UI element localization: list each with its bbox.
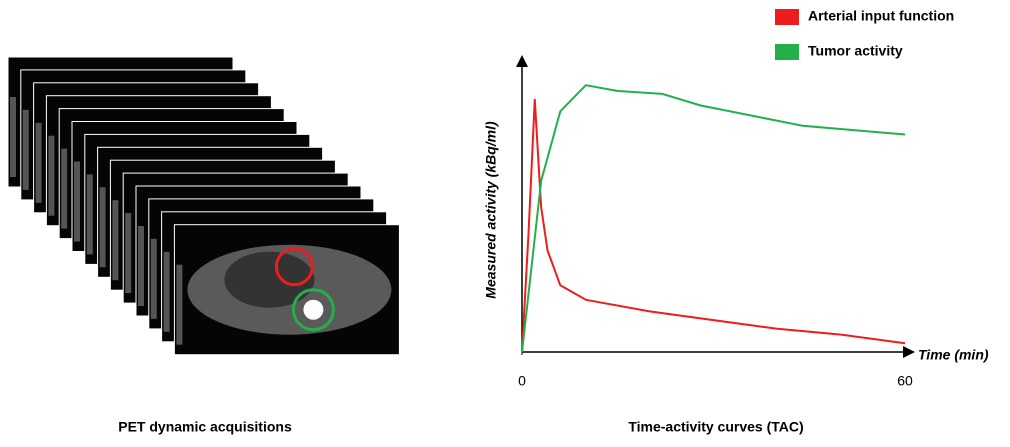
pet-frame-edge xyxy=(163,251,170,332)
x-axis-label: Time (min) xyxy=(918,347,989,363)
pet-frame-edge xyxy=(99,187,106,268)
pet-frame-edge xyxy=(112,200,119,281)
legend-swatch xyxy=(775,44,799,60)
pet-frame-edge xyxy=(48,135,55,216)
body-inner xyxy=(224,251,315,308)
left-caption: PET dynamic acquisitions xyxy=(118,419,292,435)
pet-frame-edge xyxy=(150,238,157,319)
chart-title: Time-activity curves (TAC) xyxy=(628,419,803,435)
hot-spot xyxy=(303,299,324,320)
pet-frame-edge xyxy=(35,122,42,203)
roi-green xyxy=(291,288,335,332)
y-axis-label: Measured activity (kBq/ml) xyxy=(483,121,499,299)
pet-stack xyxy=(7,56,400,356)
legend-label: Arterial input function xyxy=(808,8,954,24)
pet-frame-edge xyxy=(125,213,132,294)
pet-frame-edge xyxy=(61,148,68,229)
series-line xyxy=(521,98,906,353)
x-tick-label: 60 xyxy=(897,373,913,389)
legend-label: Tumor activity xyxy=(808,43,903,59)
pet-frame-edge xyxy=(176,264,183,345)
pet-frame-edge xyxy=(10,97,16,177)
pet-frame-edge xyxy=(22,109,29,190)
x-tick-label: 0 xyxy=(518,373,526,389)
roi-red xyxy=(274,247,314,287)
legend-swatch xyxy=(775,9,799,25)
series-line xyxy=(521,84,906,353)
pet-frame-edge xyxy=(86,174,93,255)
pet-frame-edge xyxy=(74,161,80,242)
pet-frame-edge xyxy=(138,226,144,306)
